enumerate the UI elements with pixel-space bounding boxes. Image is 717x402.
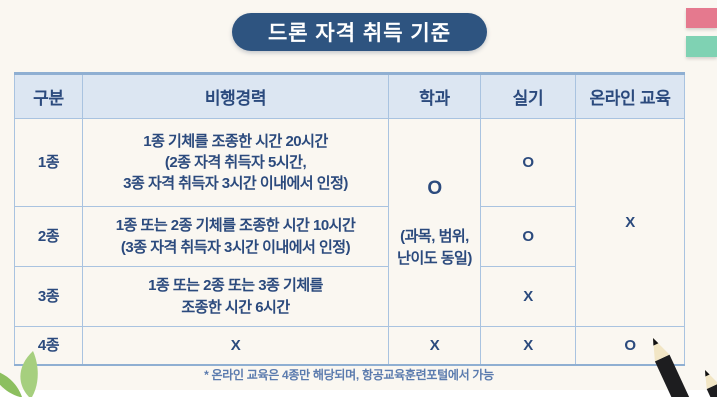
header-cell-online-education: 온라인 교육	[575, 72, 685, 119]
header-cell-practical-exam: 실기	[480, 72, 576, 119]
grade-cell: 3종	[14, 266, 83, 327]
table-row: 1종 1종 기체를 조종한 시간 20시간 (2종 자격 취득자 5시간, 3종…	[14, 118, 685, 327]
header-cell-written-exam: 학과	[388, 72, 481, 119]
grade-cell: 2종	[14, 206, 83, 267]
practical-cell: O	[480, 118, 576, 207]
experience-cell: X	[82, 326, 389, 366]
table-row: 3종 1종 또는 2종 또는 3종 기체를 조종한 시간 6시간 X	[14, 266, 685, 327]
mint-tab	[686, 36, 717, 57]
grade-cell: 1종	[14, 118, 83, 207]
practical-cell: X	[480, 326, 576, 366]
header-cell-flight-experience: 비행경력	[82, 72, 389, 119]
header-cell-category: 구분	[14, 72, 83, 119]
table-row: 2종 1종 또는 2종 기체를 조종한 시간 10시간 (3종 자격 취득자 3…	[14, 206, 685, 267]
experience-cell: 1종 기체를 조종한 시간 20시간 (2종 자격 취득자 5시간, 3종 자격…	[82, 118, 389, 207]
bottom-white-strip	[0, 390, 717, 402]
online-education-merged-cell: X	[575, 118, 685, 327]
written-exam-merged-cell: O (과목, 범위, 난이도 동일)	[388, 118, 481, 327]
pink-tab	[686, 8, 717, 28]
written-exam-cell: X	[388, 326, 481, 366]
footnote: * 온라인 교육은 4종만 해당되며, 항공교육훈련포털에서 가능	[204, 368, 494, 382]
written-exam-mark: O	[427, 178, 442, 200]
leaf-icon	[0, 345, 76, 402]
experience-cell: 1종 또는 2종 또는 3종 기체를 조종한 시간 6시간	[82, 266, 389, 327]
drone-license-table: 구분 비행경력 학과 실기 온라인 교육 1종 1종 기체를 조종한 시간 20…	[14, 72, 685, 366]
experience-cell: 1종 또는 2종 기체를 조종한 시간 10시간 (3종 자격 취득자 3시간 …	[82, 206, 389, 267]
practical-cell: X	[480, 266, 576, 327]
grade-cell: 4종	[14, 326, 83, 366]
written-exam-note: (과목, 범위, 난이도 동일)	[397, 228, 472, 267]
table-row: 4종 X X X O	[14, 326, 685, 366]
table-header-row: 구분 비행경력 학과 실기 온라인 교육	[14, 72, 685, 119]
page-title: 드론 자격 취득 기준	[267, 22, 452, 45]
title-badge: 드론 자격 취득 기준	[232, 13, 487, 51]
practical-cell: O	[480, 206, 576, 267]
pencil-icon	[617, 322, 717, 402]
